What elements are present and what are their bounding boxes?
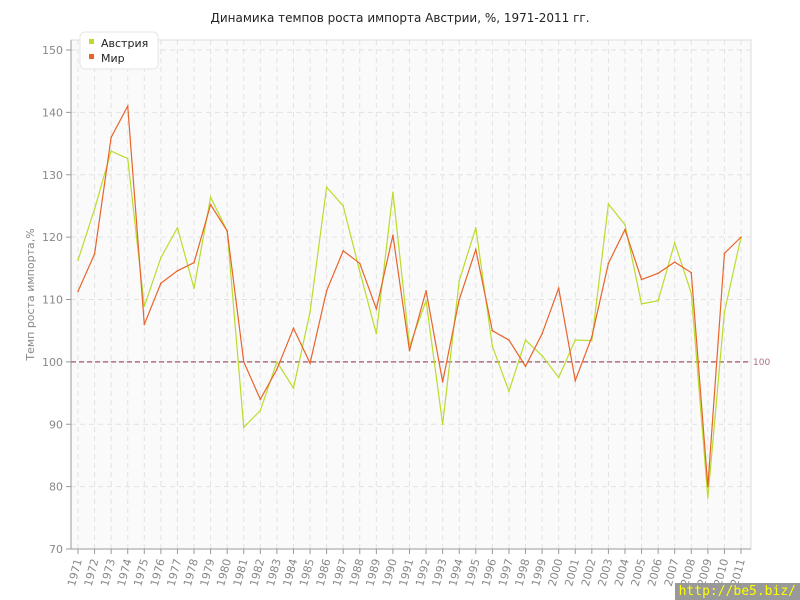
- legend-label: Австрия: [101, 37, 148, 50]
- y-tick-label: 140: [42, 106, 63, 119]
- data-point: [475, 248, 477, 251]
- data-point: [242, 426, 245, 429]
- data-point: [375, 308, 378, 310]
- data-point: [375, 333, 378, 335]
- data-point: [77, 259, 79, 262]
- data-point: [77, 290, 79, 293]
- data-point: [458, 298, 461, 301]
- y-tick-label: 100: [42, 356, 63, 369]
- data-point: [176, 226, 179, 229]
- data-point: [110, 150, 112, 152]
- data-point: [723, 311, 726, 313]
- data-point: [358, 270, 361, 273]
- y-tick-label: 70: [49, 543, 63, 556]
- y-tick-label: 130: [42, 169, 63, 182]
- data-point: [707, 497, 709, 499]
- data-point: [325, 289, 328, 292]
- data-point: [624, 228, 626, 231]
- data-point: [591, 336, 593, 338]
- data-point: [342, 205, 345, 207]
- data-point: [740, 236, 742, 238]
- data-point: [640, 303, 643, 305]
- data-point: [209, 203, 212, 206]
- data-point: [276, 361, 278, 363]
- data-point: [657, 299, 659, 302]
- data-point: [508, 339, 510, 341]
- data-point: [276, 368, 278, 371]
- data-point: [441, 423, 444, 426]
- data-point: [209, 196, 212, 199]
- data-point: [160, 282, 162, 285]
- data-point: [640, 278, 643, 281]
- data-point: [607, 262, 610, 265]
- data-point: [607, 203, 610, 205]
- chart-title: Динамика темпов роста импорта Австрии, %…: [210, 11, 589, 25]
- data-point: [160, 256, 162, 259]
- data-point: [574, 379, 577, 382]
- reference-line-label: 100: [753, 358, 770, 368]
- data-point: [342, 250, 345, 252]
- data-point: [126, 105, 129, 107]
- data-point: [491, 329, 494, 332]
- data-point: [259, 398, 262, 401]
- data-point: [259, 409, 262, 412]
- data-point: [193, 261, 195, 264]
- data-point: [624, 223, 626, 226]
- y-tick-label: 90: [49, 418, 63, 431]
- data-point: [491, 345, 494, 348]
- data-point: [557, 376, 560, 379]
- data-point: [673, 241, 676, 244]
- data-point: [392, 234, 394, 237]
- data-point: [723, 252, 726, 255]
- data-point: [673, 261, 676, 263]
- y-axis-label: Темп роста импорта,%: [24, 228, 37, 361]
- watermark: http://be5.biz/: [674, 583, 800, 600]
- data-point: [143, 323, 146, 326]
- data-point: [524, 339, 527, 341]
- data-point: [557, 287, 560, 290]
- data-point: [143, 305, 146, 308]
- y-tick-label: 120: [42, 231, 63, 244]
- data-point: [524, 365, 527, 368]
- data-point: [93, 253, 96, 255]
- data-point: [425, 289, 427, 292]
- data-point: [292, 387, 295, 389]
- y-tick-label: 110: [42, 294, 63, 307]
- data-point: [591, 339, 593, 342]
- data-point: [126, 157, 129, 160]
- plot-area: [70, 39, 752, 550]
- data-point: [110, 136, 112, 139]
- data-point: [226, 230, 228, 232]
- data-point: [392, 191, 394, 194]
- data-point: [242, 361, 245, 363]
- data-point: [475, 226, 477, 229]
- legend-box: [79, 31, 159, 70]
- data-point: [690, 292, 693, 295]
- data-point: [657, 272, 659, 275]
- data-point: [325, 186, 328, 189]
- y-tick-label: 150: [42, 44, 63, 57]
- legend-swatch: [89, 39, 94, 44]
- data-point: [707, 485, 709, 488]
- data-point: [541, 333, 543, 335]
- data-point: [408, 349, 411, 352]
- data-point: [176, 270, 179, 272]
- data-point: [193, 287, 195, 290]
- data-point: [93, 208, 96, 210]
- data-point: [690, 271, 693, 274]
- data-point: [508, 390, 510, 392]
- data-point: [358, 262, 361, 265]
- data-point: [441, 381, 444, 383]
- data-point: [574, 339, 577, 341]
- y-tick-label: 80: [49, 481, 63, 494]
- data-point: [458, 279, 461, 282]
- legend-swatch: [89, 54, 94, 59]
- data-point: [425, 299, 427, 302]
- legend-label: Мир: [101, 52, 125, 65]
- data-point: [541, 354, 543, 357]
- data-point: [309, 362, 311, 364]
- data-point: [292, 327, 295, 329]
- data-point: [309, 311, 311, 313]
